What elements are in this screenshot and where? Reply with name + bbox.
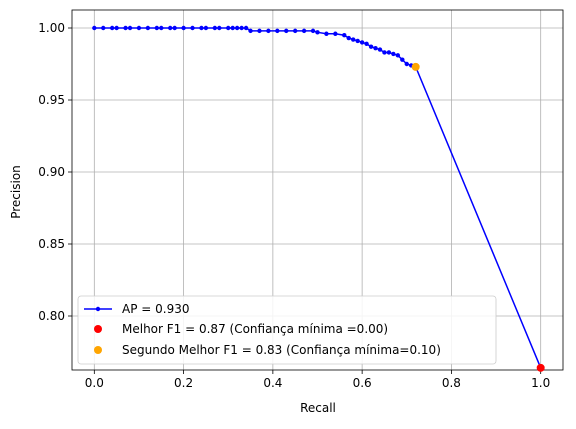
ap-curve-point bbox=[109, 25, 115, 31]
ap-curve-point bbox=[346, 35, 351, 41]
x-tick-label: 0.6 bbox=[353, 376, 372, 390]
legend-box bbox=[77, 295, 497, 365]
legend-label-second-best-f1: Segundo Melhor F1 = 0.83 (Confiança míni… bbox=[122, 343, 441, 357]
ap-curve-point bbox=[315, 30, 320, 35]
ap-curve-point bbox=[324, 31, 329, 36]
ap-curve-point bbox=[230, 25, 235, 31]
grid bbox=[72, 10, 563, 370]
best-f1-point bbox=[536, 363, 545, 372]
ap-curve-point bbox=[123, 25, 128, 31]
ap-curve-point bbox=[168, 25, 173, 31]
data-series bbox=[92, 25, 543, 371]
ap-curve-point bbox=[101, 25, 106, 31]
ap-curve-point bbox=[377, 47, 383, 52]
ap-curve-point bbox=[368, 44, 374, 49]
ap-curve-point bbox=[92, 25, 97, 31]
ap-curve-point bbox=[154, 25, 160, 31]
ap-curve-point bbox=[391, 51, 396, 57]
ap-curve-point bbox=[292, 28, 298, 34]
ap-curve-point bbox=[114, 25, 119, 31]
legend-swatch-second-best-f1 bbox=[94, 346, 102, 354]
second-best-f1-point bbox=[411, 62, 420, 71]
ap-curve-point bbox=[234, 25, 240, 31]
ap-curve-point bbox=[364, 41, 369, 47]
ap-curve-point bbox=[359, 40, 365, 45]
ap-curve-line bbox=[94, 27, 542, 369]
ap-curve-point bbox=[172, 25, 177, 31]
ap-curve-point bbox=[203, 25, 209, 31]
ap-curve-point bbox=[217, 25, 222, 31]
legend-label-ap: AP = 0.930 bbox=[122, 302, 189, 316]
ap-curve-point bbox=[404, 61, 409, 67]
x-axis-label: Recall bbox=[300, 401, 336, 415]
y-tick-label: 0.90 bbox=[38, 165, 65, 179]
x-tick-label: 0.4 bbox=[263, 376, 282, 390]
ap-curve-point bbox=[159, 25, 164, 31]
y-tick-label: 0.80 bbox=[38, 309, 65, 323]
legend-swatch-best-f1 bbox=[94, 325, 102, 333]
ap-curve-point bbox=[382, 50, 387, 55]
legend: AP = 0.930 Melhor F1 = 0.87 (Confiança mí… bbox=[77, 295, 497, 365]
y-tick-label: 0.85 bbox=[38, 237, 65, 251]
ap-curve-point bbox=[301, 28, 307, 34]
ap-curve-point bbox=[266, 28, 271, 34]
ap-curve-point bbox=[284, 28, 289, 34]
ap-curve-point bbox=[127, 25, 133, 31]
x-tick-label: 0.0 bbox=[85, 376, 104, 390]
x-tick-label: 1.0 bbox=[531, 376, 550, 390]
ap-curve-point bbox=[190, 25, 195, 31]
ap-curve-point bbox=[333, 31, 338, 36]
axes: 0.0 0.2 0.4 0.6 0.8 1.0 0.80 0.85 0.90 0.95 1.00 bbox=[38, 9, 564, 390]
ap-curve-point bbox=[351, 37, 356, 42]
y-tick-label: 0.95 bbox=[38, 93, 65, 107]
ap-curve-point bbox=[355, 38, 360, 44]
ap-curve-point bbox=[181, 25, 186, 31]
ap-curve-point bbox=[243, 25, 249, 31]
ap-curve-point bbox=[310, 28, 316, 34]
ap-curve-point bbox=[226, 25, 231, 31]
ap-curve-point bbox=[395, 53, 401, 58]
x-tick-label: 0.8 bbox=[442, 376, 461, 390]
plot-frame bbox=[71, 9, 564, 371]
ap-curve-point bbox=[257, 28, 262, 34]
legend-label-best-f1: Melhor F1 = 0.87 (Confiança mínima =0.00… bbox=[122, 322, 388, 336]
ap-curve-point bbox=[342, 33, 347, 38]
highlight-points bbox=[411, 62, 545, 372]
ap-curve-point bbox=[248, 28, 253, 34]
ap-curve-point bbox=[145, 25, 151, 31]
ap-curve-point bbox=[386, 50, 392, 55]
ap-curve-point bbox=[239, 25, 244, 31]
ap-curve-point bbox=[212, 25, 218, 31]
ap-curve-point bbox=[373, 45, 378, 51]
x-tick-label: 0.2 bbox=[174, 376, 193, 390]
y-axis-label: Precision bbox=[9, 165, 23, 219]
ap-curve-point bbox=[199, 25, 204, 31]
ap-curve-point bbox=[400, 57, 405, 62]
legend-marker-swatch bbox=[95, 306, 101, 312]
ap-curve-point bbox=[275, 28, 280, 34]
ap-curve-point bbox=[136, 25, 142, 31]
y-tick-label: 1.00 bbox=[38, 21, 65, 35]
